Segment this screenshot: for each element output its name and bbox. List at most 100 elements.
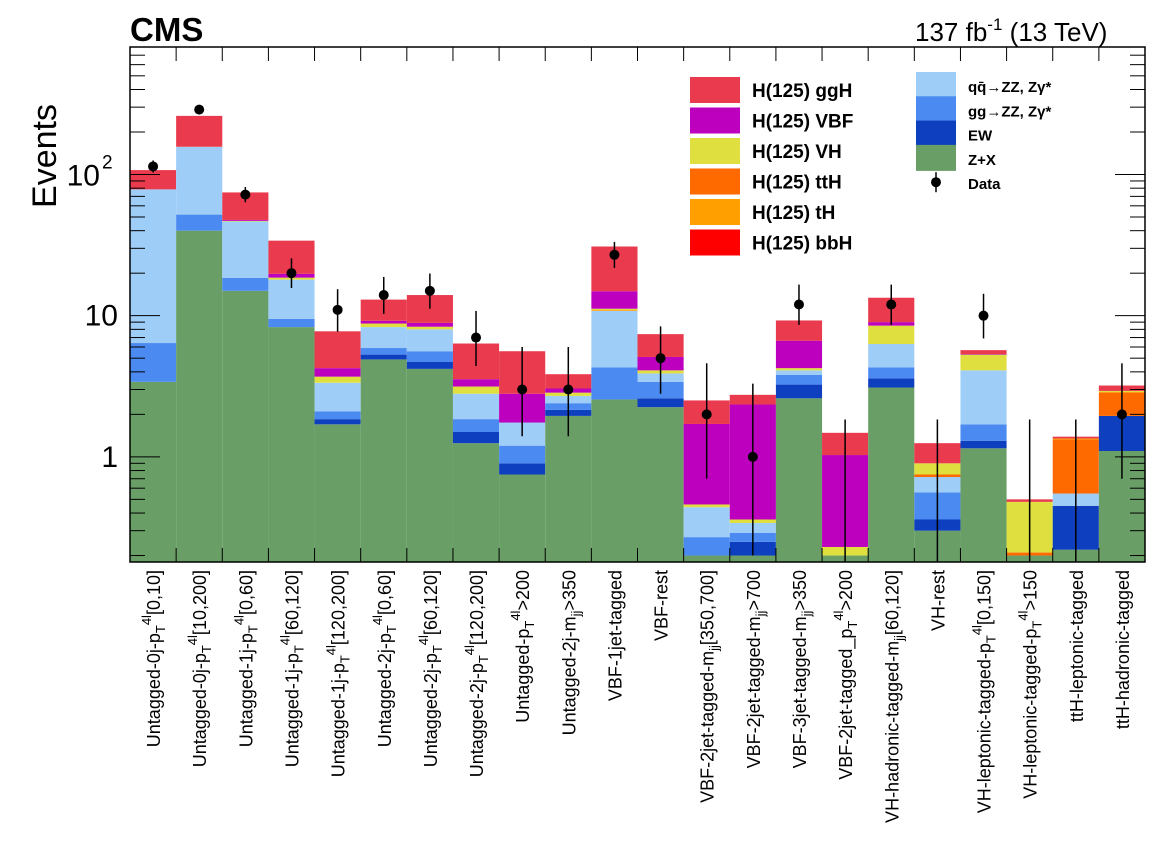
bar-segment [406,351,453,362]
legend-label: EW [968,128,993,145]
bar-segment [960,448,1007,562]
data-point [286,268,297,279]
x-tick-label: Untagged-1j-pT4l[60,120] [277,570,306,767]
y-tick-label: 2 [102,152,113,173]
legend-swatch [690,138,740,164]
legend-label: H(125) tH [752,203,835,224]
legend-swatch [690,199,740,225]
bar-segment [360,354,407,360]
x-tick-labels: Untagged-0j-pT4l[0,10] Untagged-0j-pT4l[1… [139,570,1133,823]
bar-segment [130,170,177,190]
x-tick-label: Untagged-2j-pT4l[60,120] [416,570,445,767]
legend-marker [931,177,941,188]
y-axis-title: Events [26,104,64,208]
bar-segment [406,329,453,352]
bar-segment [775,368,823,371]
x-tick-label: Untagged-1j-pT4l[0,60] [231,570,260,747]
data-point [517,384,528,395]
y-tick-label: 1 [101,441,118,474]
data-point [378,290,389,301]
bar-segment [775,375,823,385]
legend-swatch [690,107,740,134]
legend: H(125) ggH H(125) VBF H(125) VH H(125) ttH H… [690,72,1051,256]
cms-label: CMS [130,11,203,48]
bar-segment [130,189,177,344]
bar-segment [683,555,730,562]
x-tick-label: Untagged-pT4l>200 [508,570,537,723]
bar-segment [452,379,500,387]
bar-segment [314,376,361,383]
x-tick-label: VBF-rest [652,570,672,641]
x-tick-label: VH-leptonic-tagged-pT4l>150 [1016,570,1045,799]
legend-swatch [690,229,740,256]
data-point [424,285,435,296]
bar-segment [729,555,776,562]
legend-swatch [916,96,956,123]
bar-segment [499,463,546,475]
bar-segment [360,348,407,355]
data-point [148,161,159,172]
bar-segment [268,318,315,328]
x-tick-label: Untagged-1j-pT4l[120,200] [324,570,353,777]
legend-swatch [690,77,740,103]
data-points [148,104,1127,562]
bar-segment [591,399,638,562]
bar-segment [683,507,730,538]
bar-segment [222,220,269,222]
bar-segment [683,537,730,556]
data-point [793,299,804,310]
bar-segment [360,359,407,562]
x-tick-label: Untagged-0j-pT4l[10,200] [185,570,214,767]
data-point [194,104,205,115]
bar-segment [222,277,269,291]
bar-segment [591,291,638,309]
bar-segment [868,378,915,388]
bar-segment [314,424,361,562]
y-tick-label: 10 [85,300,118,333]
legend-label: H(125) VH [752,142,842,163]
y-tick-label: 10 [67,159,100,192]
legend-swatch [916,120,956,147]
legend-label: Z+X [968,152,996,169]
bar-segment [775,370,823,376]
data-point [609,249,620,260]
bar-segment [176,115,223,147]
data-point [701,409,712,420]
bar-segment [406,368,453,562]
bar-segment [775,340,823,369]
x-tick-label: Untagged-0j-pT4l[0,10] [139,570,168,747]
data-point [471,332,482,343]
legend-label: Data [968,176,1001,193]
data-point [563,384,574,395]
bar-segment [868,325,915,345]
bar-segment [222,290,269,562]
bar-segment [960,370,1007,425]
bar-segment [360,320,407,324]
bar-segment [314,419,361,425]
bar-segment [775,384,823,399]
bar-segment [775,320,823,341]
bar-segment [868,367,915,379]
x-tick-label: VBF-2jet-tagged_pT4l>200 [831,570,860,780]
bar-segment [775,398,823,562]
bar-segment [314,382,361,412]
legend-label: qq̄→ZZ, Zγ* [968,79,1051,96]
bar-segment [130,343,177,382]
bar-segment [360,323,407,328]
bar-segment [406,326,453,330]
bar-segment [868,344,915,368]
x-tick-label: VBF-2jet-tagged-mjj[350,700] [698,570,722,803]
bar-segment [176,214,223,231]
bar-segment [176,146,223,215]
bar-segment [868,387,915,562]
bar-segment [360,327,407,349]
bar-segment [499,445,546,464]
x-tick-label: VH-hadronic-tagged-mjj[60,120] [882,570,906,823]
legend-label: H(125) ggH [752,81,852,102]
bar-segment [960,350,1007,355]
bar-segment [130,381,177,562]
x-tick-label: Untagged-2j-mjj>350 [559,570,583,735]
bar-segment [314,368,361,377]
